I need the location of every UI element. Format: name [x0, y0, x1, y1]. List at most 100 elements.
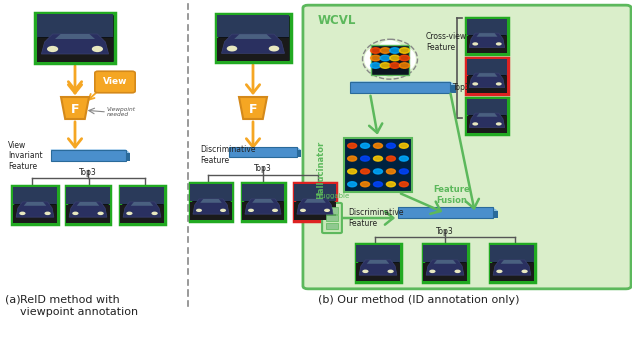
FancyBboxPatch shape [322, 203, 342, 233]
Circle shape [390, 55, 400, 61]
FancyBboxPatch shape [35, 13, 115, 63]
FancyBboxPatch shape [467, 99, 507, 115]
Text: Feature
Fusion: Feature Fusion [434, 185, 470, 205]
FancyBboxPatch shape [121, 187, 164, 204]
FancyBboxPatch shape [326, 215, 338, 221]
FancyBboxPatch shape [13, 187, 57, 204]
Ellipse shape [364, 48, 385, 71]
Text: Top3: Top3 [436, 227, 454, 236]
Circle shape [370, 55, 380, 61]
FancyBboxPatch shape [466, 98, 508, 134]
FancyBboxPatch shape [217, 15, 289, 36]
Circle shape [380, 48, 390, 53]
Text: WCVL: WCVL [318, 13, 356, 27]
FancyBboxPatch shape [66, 205, 109, 223]
Circle shape [496, 42, 502, 46]
Circle shape [374, 156, 382, 161]
Polygon shape [51, 149, 130, 153]
Circle shape [386, 143, 396, 148]
Circle shape [386, 182, 396, 187]
Circle shape [387, 270, 394, 273]
Circle shape [429, 270, 435, 273]
FancyBboxPatch shape [450, 85, 456, 92]
Circle shape [362, 270, 368, 273]
Circle shape [380, 55, 390, 61]
Circle shape [361, 156, 370, 161]
Polygon shape [470, 33, 504, 47]
Polygon shape [61, 97, 89, 119]
FancyBboxPatch shape [326, 223, 338, 229]
Circle shape [348, 182, 356, 187]
Circle shape [152, 212, 158, 215]
Text: F: F [71, 103, 79, 116]
Circle shape [370, 63, 380, 68]
Circle shape [374, 169, 382, 174]
Circle shape [390, 48, 400, 53]
Circle shape [399, 48, 410, 53]
FancyBboxPatch shape [423, 245, 466, 262]
Polygon shape [239, 97, 267, 119]
FancyBboxPatch shape [13, 205, 57, 223]
FancyBboxPatch shape [242, 184, 284, 201]
Circle shape [248, 209, 254, 212]
FancyBboxPatch shape [398, 207, 492, 218]
FancyBboxPatch shape [467, 19, 507, 35]
FancyBboxPatch shape [344, 137, 412, 193]
Text: Pluggable: Pluggable [315, 193, 349, 199]
Text: Viewpoint
needed: Viewpoint needed [107, 107, 136, 118]
FancyBboxPatch shape [492, 211, 498, 218]
Circle shape [324, 209, 330, 212]
Circle shape [361, 169, 370, 174]
Polygon shape [477, 33, 497, 37]
FancyBboxPatch shape [13, 186, 58, 224]
Polygon shape [234, 34, 272, 39]
Text: Discriminative
Feature: Discriminative Feature [348, 208, 403, 228]
FancyBboxPatch shape [490, 244, 535, 282]
Polygon shape [367, 260, 389, 264]
Polygon shape [426, 260, 464, 275]
Polygon shape [69, 202, 107, 217]
Polygon shape [200, 199, 222, 203]
Polygon shape [245, 199, 281, 214]
Polygon shape [221, 34, 284, 53]
FancyBboxPatch shape [121, 205, 164, 223]
FancyBboxPatch shape [490, 263, 533, 281]
Polygon shape [55, 34, 95, 39]
Polygon shape [42, 34, 109, 54]
Circle shape [399, 156, 408, 161]
Circle shape [370, 48, 380, 53]
Text: F: F [249, 103, 257, 116]
FancyBboxPatch shape [37, 38, 113, 62]
Polygon shape [24, 202, 46, 206]
Polygon shape [193, 199, 229, 214]
Circle shape [348, 156, 356, 161]
Circle shape [300, 209, 306, 212]
Polygon shape [131, 202, 153, 206]
Circle shape [374, 182, 382, 187]
FancyBboxPatch shape [37, 14, 113, 36]
Polygon shape [359, 260, 397, 275]
Text: View
Invariant
Feature: View Invariant Feature [8, 141, 42, 171]
Circle shape [348, 143, 356, 148]
Polygon shape [229, 147, 301, 150]
FancyBboxPatch shape [229, 147, 297, 157]
Polygon shape [477, 73, 497, 77]
Polygon shape [304, 199, 325, 203]
Circle shape [44, 212, 51, 215]
Circle shape [72, 212, 78, 215]
Text: Hallucinator: Hallucinator [317, 141, 325, 199]
Text: View: View [103, 78, 127, 86]
Text: Top3: Top3 [254, 164, 272, 173]
Polygon shape [493, 260, 531, 275]
Polygon shape [123, 202, 161, 217]
Circle shape [374, 143, 382, 148]
Circle shape [361, 143, 370, 148]
Circle shape [92, 46, 103, 52]
FancyBboxPatch shape [297, 150, 301, 157]
Circle shape [399, 169, 408, 174]
Circle shape [521, 270, 528, 273]
Polygon shape [477, 113, 497, 117]
FancyBboxPatch shape [217, 38, 289, 61]
FancyBboxPatch shape [356, 245, 399, 262]
FancyBboxPatch shape [190, 184, 232, 201]
